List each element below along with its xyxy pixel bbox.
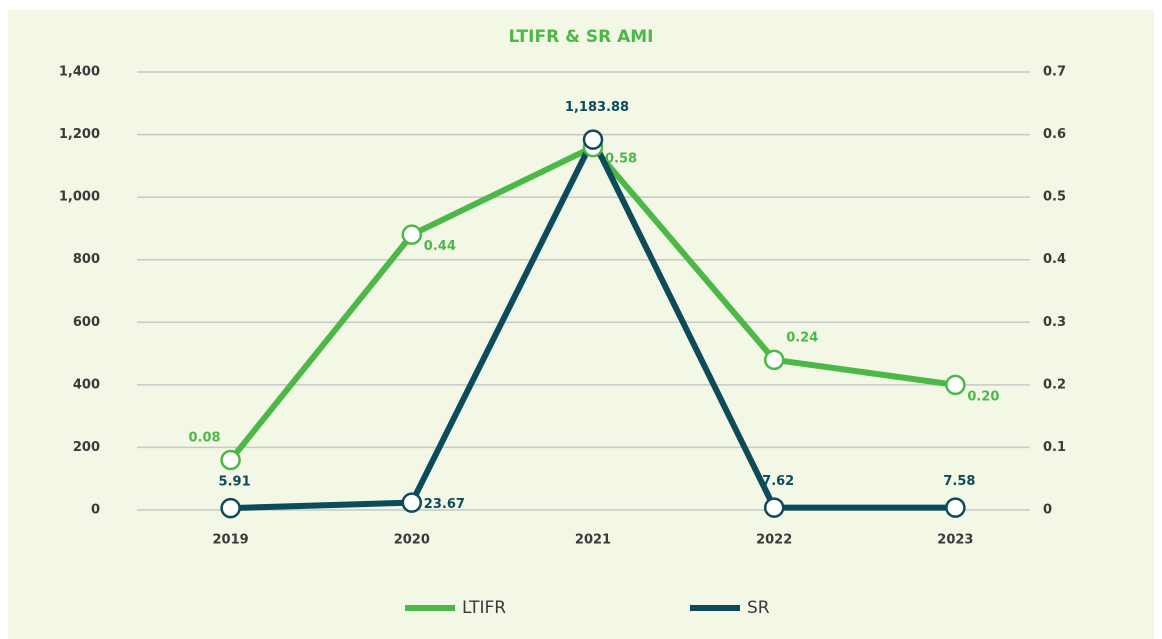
data-label: 7.62 [762, 474, 794, 489]
data-label: 7.58 [943, 474, 975, 489]
data-label: 0.08 [189, 430, 221, 445]
legend-label: SR [747, 598, 770, 618]
y2-tick-label: 0 [1043, 503, 1052, 518]
y-tick-label: 800 [73, 252, 100, 267]
point-marker [220, 449, 241, 471]
legend-label: LTIFR [462, 598, 506, 618]
x-tick-label: 2022 [756, 533, 792, 548]
y-tick-label: 200 [73, 440, 100, 455]
x-tick-label: 2023 [937, 533, 973, 548]
point-marker [945, 497, 966, 518]
data-label: 5.91 [219, 475, 251, 490]
x-tick-label: 2020 [394, 533, 430, 548]
point-marker [763, 497, 785, 518]
data-label: 0.44 [424, 239, 456, 254]
x-tick-label: 2021 [575, 533, 611, 548]
data-label: 0.24 [786, 330, 818, 345]
chart-title: LTIFR & SR AMI [509, 27, 654, 47]
point-marker [401, 492, 423, 513]
y-tick-label: 1,400 [59, 65, 100, 80]
y2-tick-label: 0.1 [1043, 440, 1066, 455]
data-label: 0.58 [605, 152, 637, 167]
y-tick-label: 1,000 [59, 190, 100, 205]
y2-tick-label: 0.2 [1043, 377, 1066, 392]
y2-tick-label: 0.6 [1043, 127, 1066, 142]
point-marker [582, 129, 604, 150]
point-marker [763, 349, 785, 371]
point-marker [945, 374, 966, 396]
y2-tick-label: 0.7 [1043, 65, 1066, 80]
y-tick-label: 1,200 [59, 127, 100, 142]
data-label: 0.20 [967, 389, 999, 404]
point-marker [401, 224, 423, 245]
y-tick-label: 0 [91, 503, 100, 518]
x-tick-label: 2019 [213, 533, 249, 548]
data-label: 1,183.88 [565, 100, 629, 115]
y-tick-label: 400 [73, 377, 100, 392]
point-marker [220, 497, 241, 519]
y2-tick-label: 0.5 [1043, 190, 1066, 205]
y2-tick-label: 0.4 [1043, 252, 1066, 267]
y2-tick-label: 0.3 [1043, 315, 1066, 330]
background [8, 10, 1154, 639]
data-label: 23.67 [424, 497, 465, 512]
y-tick-label: 600 [73, 315, 100, 330]
